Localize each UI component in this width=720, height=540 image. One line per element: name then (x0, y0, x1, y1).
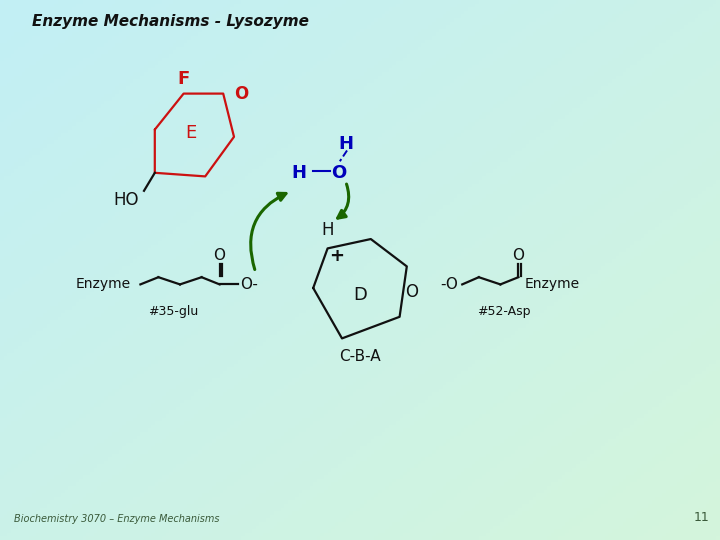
Text: O: O (330, 164, 346, 182)
Text: O: O (214, 248, 225, 263)
Text: O: O (513, 248, 524, 263)
Text: H: H (292, 164, 306, 182)
FancyArrowPatch shape (251, 193, 286, 269)
Text: #35-glu: #35-glu (148, 305, 198, 318)
Text: 11: 11 (693, 511, 709, 524)
Text: +: + (330, 247, 344, 265)
Text: Enzyme Mechanisms - Lysozyme: Enzyme Mechanisms - Lysozyme (32, 15, 310, 29)
Text: Enzyme: Enzyme (524, 278, 580, 292)
Text: H: H (321, 221, 334, 239)
Text: F: F (177, 70, 190, 88)
Text: O: O (234, 85, 248, 103)
Text: -O: -O (441, 277, 459, 292)
Text: O-: O- (240, 277, 258, 292)
Text: C-B-A: C-B-A (339, 349, 381, 364)
Text: Biochemistry 3070 – Enzyme Mechanisms: Biochemistry 3070 – Enzyme Mechanisms (14, 514, 220, 524)
Text: D: D (353, 286, 367, 304)
Text: Enzyme: Enzyme (76, 278, 131, 292)
Text: E: E (185, 124, 197, 142)
Text: O: O (405, 282, 418, 301)
Text: H: H (338, 135, 353, 153)
Text: HO: HO (113, 191, 139, 209)
FancyArrowPatch shape (338, 184, 348, 218)
Text: #52-Asp: #52-Asp (477, 305, 531, 318)
